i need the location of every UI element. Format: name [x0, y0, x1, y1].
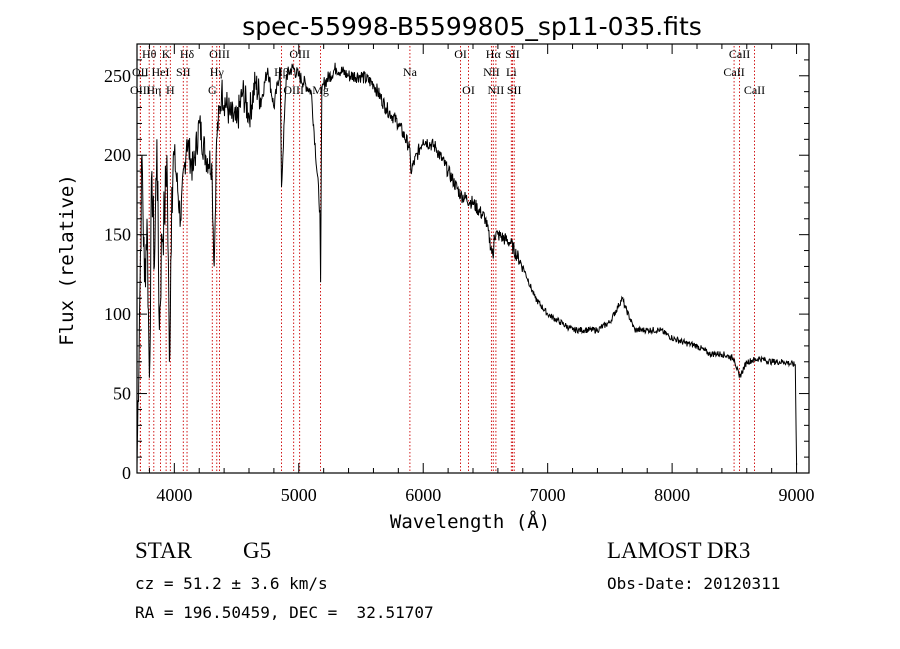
- spectral-line-label: SII: [505, 47, 520, 61]
- spectral-line-label: OIII: [289, 47, 310, 61]
- coordinates: RA = 196.50459, DEC = 32.51707: [135, 603, 434, 622]
- y-axis-ticks: 0 50 100 150 200 250: [104, 43, 809, 483]
- spectral-line-label: K: [162, 47, 171, 61]
- object-subclass: G5: [243, 538, 272, 563]
- x-tick-label: 4000: [156, 485, 192, 505]
- observation-date: Obs-Date: 20120311: [607, 574, 781, 593]
- spectral-line-label: Hα: [486, 47, 502, 61]
- spectrum-series: [136, 62, 798, 466]
- spectral-line-label: SII: [176, 65, 191, 79]
- chart-title: spec-55998-B5599805_sp11-035.fits: [242, 12, 702, 41]
- spectral-line-label: CaII: [729, 47, 750, 61]
- spectral-line-label: OI: [462, 83, 475, 97]
- spectral-line-label: Hη: [146, 83, 161, 97]
- spectral-line-label: OIII: [209, 47, 230, 61]
- y-tick-label: 50: [113, 384, 131, 404]
- x-axis-ticks: 4000 5000 6000 7000 8000 9000: [148, 44, 815, 505]
- x-tick-label: 8000: [654, 485, 690, 505]
- x-tick-label: 9000: [779, 485, 815, 505]
- spectral-line-label: OI: [454, 47, 467, 61]
- spectral-line-label: OIII: [130, 83, 151, 97]
- y-tick-label: 100: [104, 304, 131, 324]
- spectral-line-label: H: [166, 83, 175, 97]
- spectral-line-label: HeI: [152, 65, 170, 79]
- spectral-line-label: CaII: [723, 65, 744, 79]
- survey-name: LAMOST DR3: [607, 538, 751, 563]
- x-tick-label: 5000: [281, 485, 317, 505]
- spectral-line-label: NII: [488, 83, 505, 97]
- y-tick-label: 200: [104, 145, 131, 165]
- y-tick-label: 150: [104, 225, 131, 245]
- spectral-line-label: G: [208, 83, 217, 97]
- object-class: STAR: [135, 538, 192, 563]
- spectral-line-label: OII: [132, 65, 149, 79]
- y-tick-label: 0: [122, 463, 131, 483]
- x-tick-label: 6000: [405, 485, 441, 505]
- x-tick-label: 7000: [530, 485, 566, 505]
- spectral-line-label: Hδ: [180, 47, 195, 61]
- spectral-line-label: SII: [507, 83, 522, 97]
- spectral-line-label: Li: [506, 65, 517, 79]
- spectral-line-label: CaII: [744, 83, 765, 97]
- spectral-line-label: Hθ: [142, 47, 157, 61]
- redshift-cz: cz = 51.2 ± 3.6 km/s: [135, 574, 328, 593]
- spectral-line-label: Na: [403, 65, 418, 79]
- spectral-line-label: Hγ: [210, 65, 225, 79]
- spectral-line-label: OIII: [283, 83, 304, 97]
- x-axis-label: Wavelength (Å): [390, 510, 550, 533]
- spectral-line-label: Hβ: [274, 65, 289, 79]
- y-axis-label: Flux (relative): [56, 174, 78, 346]
- spectral-line-label: NII: [483, 65, 500, 79]
- y-tick-label: 250: [104, 66, 131, 86]
- spectrum-line: [136, 62, 798, 466]
